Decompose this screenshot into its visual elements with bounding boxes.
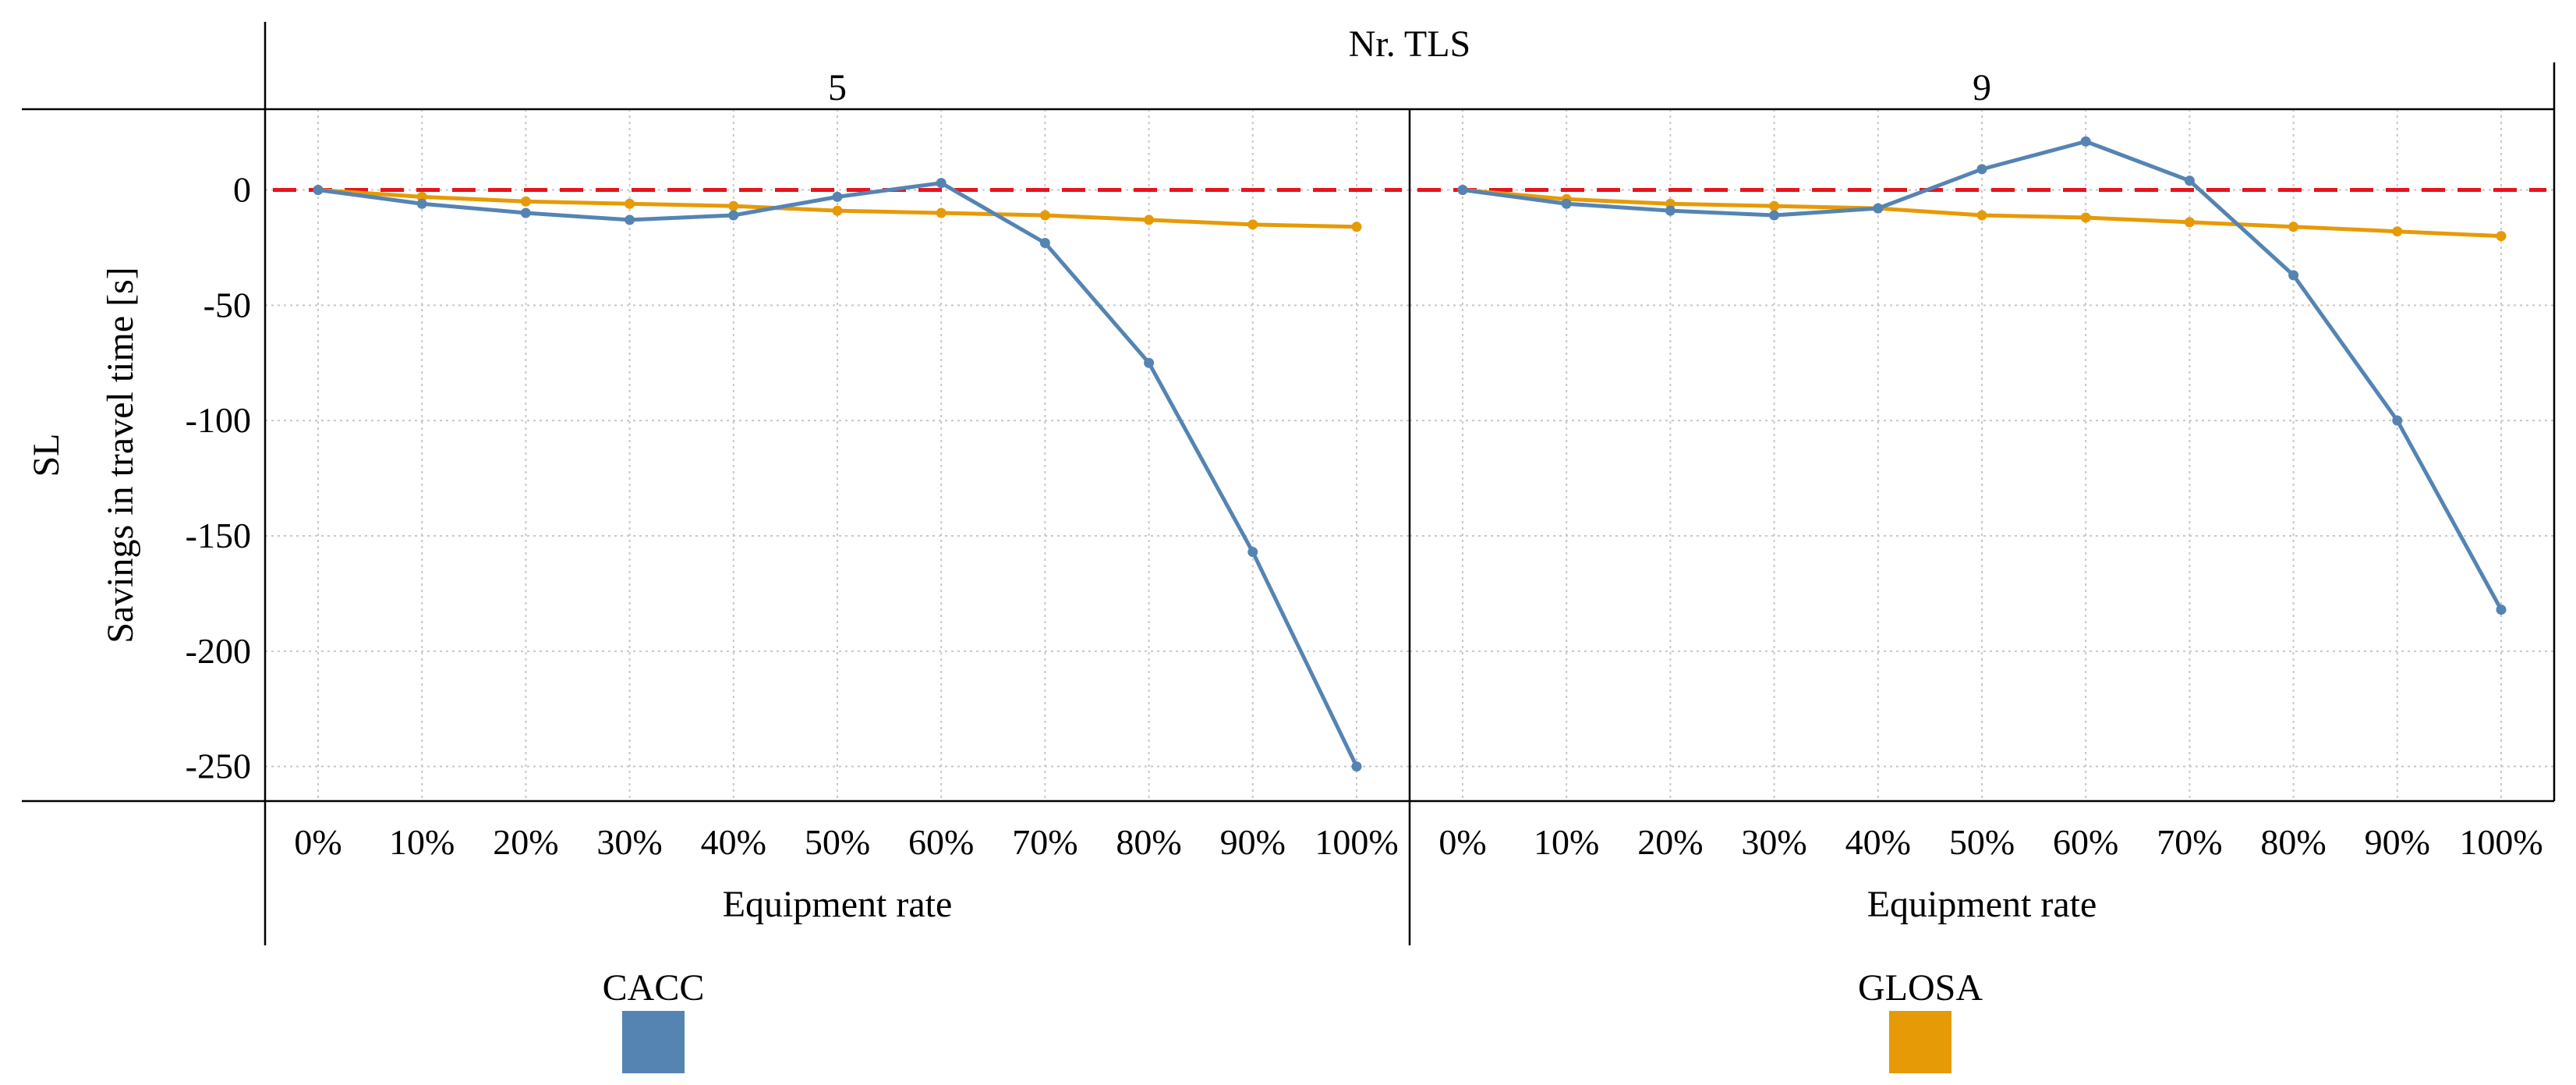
- data-point-cacc: [1976, 164, 1987, 175]
- data-point-cacc: [1247, 547, 1258, 558]
- y-tick-label: -50: [203, 285, 251, 324]
- data-point-cacc: [313, 184, 324, 195]
- data-point-cacc: [1769, 210, 1780, 221]
- data-point-cacc: [625, 215, 635, 225]
- y-tick-label: -100: [186, 400, 251, 440]
- x-tick-label: 90%: [1220, 822, 1286, 862]
- data-point-cacc: [1457, 184, 1468, 195]
- y-axis-title: Savings in travel time [s]: [100, 267, 141, 644]
- y-tick-label: 0: [233, 169, 251, 209]
- legend-label-glosa: GLOSA: [1858, 967, 1983, 1009]
- x-tick-label: 100%: [2459, 822, 2542, 862]
- x-tick-label: 30%: [596, 822, 662, 862]
- legend-swatch-glosa: [1889, 1011, 1951, 1073]
- data-point-cacc: [1144, 357, 1155, 368]
- x-tick-label: 20%: [1637, 822, 1703, 862]
- x-tick-label: 0%: [1438, 822, 1486, 862]
- data-point-glosa: [1144, 215, 1155, 225]
- x-tick-label: 10%: [389, 822, 455, 862]
- data-point-cacc: [416, 198, 427, 209]
- x-tick-label: 40%: [701, 822, 766, 862]
- data-point-cacc: [728, 210, 739, 221]
- x-tick-label: 70%: [2157, 822, 2222, 862]
- data-point-glosa: [1769, 200, 1780, 211]
- x-tick-label: 100%: [1315, 822, 1398, 862]
- x-tick-label: 60%: [2053, 822, 2118, 862]
- x-axis-title: Equipment rate: [723, 884, 953, 925]
- data-point-glosa: [728, 200, 739, 211]
- data-point-cacc: [1665, 205, 1675, 216]
- data-point-glosa: [2184, 217, 2195, 228]
- data-point-glosa: [2496, 231, 2507, 242]
- data-point-cacc: [2288, 270, 2299, 281]
- data-point-cacc: [1351, 761, 1362, 772]
- y-tick-label: -150: [186, 516, 251, 555]
- data-point-glosa: [2392, 226, 2403, 237]
- data-point-glosa: [1039, 210, 1050, 221]
- data-point-glosa: [625, 198, 635, 209]
- x-tick-label: 40%: [1845, 822, 1911, 862]
- data-point-cacc: [1039, 237, 1050, 248]
- legend-label-cacc: CACC: [603, 967, 705, 1009]
- panel-label: 9: [1973, 67, 1991, 108]
- data-point-glosa: [936, 207, 947, 218]
- data-point-cacc: [2392, 415, 2403, 426]
- labels: Nr. TLS 5 9 0 -50 -100 -150 -200 -250 Savings in …: [26, 23, 2543, 925]
- data-point-cacc: [2496, 605, 2507, 615]
- y-tick-label: -200: [186, 631, 251, 671]
- x-tick-label: 80%: [1116, 822, 1181, 862]
- data-point-cacc: [832, 191, 843, 202]
- data-point-cacc: [520, 207, 531, 218]
- data-point-glosa: [2080, 212, 2091, 223]
- series: [313, 136, 2507, 772]
- x-tick-label: 30%: [1741, 822, 1806, 862]
- data-point-cacc: [2080, 136, 2091, 147]
- x-axis-title: Equipment rate: [1867, 884, 2097, 925]
- x-tick-label: 50%: [805, 822, 870, 862]
- x-tick-label: 50%: [1949, 822, 2015, 862]
- panel-label: 5: [828, 67, 847, 108]
- data-point-glosa: [2288, 222, 2299, 232]
- x-tick-label: 10%: [1534, 822, 1599, 862]
- y-tick-label: -250: [186, 746, 251, 786]
- legend-swatch-cacc: [622, 1011, 685, 1073]
- x-tick-label: 0%: [294, 822, 341, 862]
- data-point-glosa: [1976, 210, 1987, 221]
- x-tick-label: 20%: [493, 822, 558, 862]
- legend: CACC GLOSA: [603, 967, 1983, 1073]
- data-point-glosa: [1247, 219, 1258, 230]
- data-point-glosa: [520, 196, 531, 207]
- data-point-cacc: [2184, 176, 2195, 186]
- data-point-cacc: [936, 178, 947, 189]
- data-point-glosa: [1351, 222, 1362, 232]
- frame: [22, 22, 2556, 945]
- x-tick-label: 60%: [908, 822, 974, 862]
- facet-title: Nr. TLS: [1349, 23, 1470, 65]
- x-tick-label: 80%: [2260, 822, 2326, 862]
- data-point-cacc: [1873, 203, 1884, 214]
- data-point-glosa: [832, 205, 843, 216]
- row-label: SL: [26, 433, 67, 477]
- data-point-cacc: [1561, 198, 1572, 209]
- x-tick-label: 70%: [1012, 822, 1077, 862]
- x-tick-label: 90%: [2365, 822, 2430, 862]
